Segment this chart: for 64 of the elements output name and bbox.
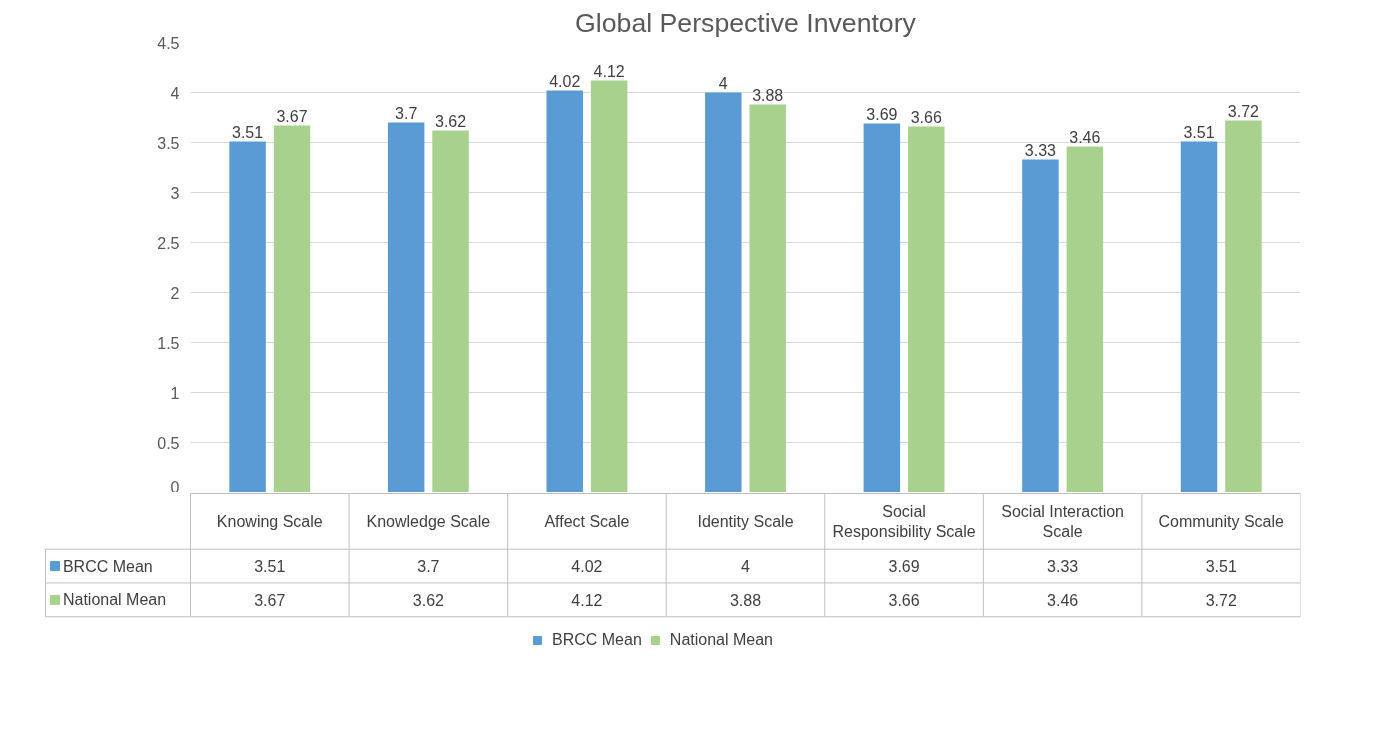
text: BRCC Mean	[552, 631, 642, 648]
chart-title: Global Perspective Inventory	[575, 7, 917, 38]
bar	[273, 125, 311, 492]
text: 3.46	[1069, 128, 1101, 146]
y-tick-label: 0	[170, 478, 180, 496]
y-tick-label: 3	[170, 184, 180, 202]
x-tick-label: Affect Scale	[544, 512, 630, 530]
x-tick-label: Community Scale	[1158, 512, 1284, 530]
text: 3.51	[1183, 123, 1215, 141]
bar	[1225, 120, 1262, 492]
bar	[387, 122, 425, 492]
y-tick-label: 1.5	[157, 334, 180, 352]
bar	[1066, 146, 1104, 492]
data-label: 4.02	[571, 558, 603, 576]
bar	[546, 90, 583, 492]
data-label: 3.33	[1047, 558, 1079, 576]
y-tick-label: 4.5	[157, 34, 180, 52]
y-tick-label: 4	[170, 84, 180, 102]
data-label: 3.51	[254, 558, 286, 576]
data-label: 3.69	[888, 558, 920, 576]
text: 3.72	[1227, 102, 1259, 120]
bar	[1180, 141, 1218, 492]
text: 4	[718, 74, 728, 92]
y-tick-label: 2.5	[157, 234, 180, 252]
text: 3.69	[866, 105, 898, 123]
text: 3.33	[1024, 141, 1057, 159]
data-label: 3.72	[1205, 591, 1237, 609]
y-tick-label: 1	[170, 384, 180, 402]
data-label: 3.51	[1205, 558, 1237, 576]
text: 4.12	[593, 62, 625, 80]
data-label: 3.88	[729, 591, 762, 609]
bar	[590, 80, 628, 492]
data-label: 3.66	[888, 591, 920, 609]
text: 4.02	[549, 72, 581, 90]
text: National Mean	[62, 591, 167, 609]
data-label: 3.67	[254, 591, 286, 609]
data-label: 4.12	[571, 591, 603, 609]
text: 3.7	[395, 104, 418, 122]
text: 3.66	[910, 108, 942, 126]
y-tick-label: 3.5	[157, 134, 180, 152]
text: 3.67	[276, 107, 308, 125]
y-tick-label: 2	[170, 284, 180, 302]
data-label: 3.46	[1047, 591, 1079, 609]
bar	[705, 92, 742, 492]
legend-label: BRCC Mean	[62, 557, 153, 575]
x-tick-label: Knowledge Scale	[366, 512, 491, 530]
text: 3.88	[752, 86, 784, 104]
data-label: 3.62	[412, 591, 445, 609]
bar	[1022, 159, 1059, 492]
x-tick-label: Social Interaction Scale	[1001, 502, 1125, 541]
y-tick-label: 0.5	[157, 434, 180, 452]
data-label: 4	[741, 558, 751, 576]
bar	[749, 104, 786, 492]
bar	[863, 123, 901, 492]
x-tick-label: Social Responsibility Scale	[832, 502, 976, 541]
text: 3.51	[232, 123, 264, 141]
bar	[432, 130, 469, 492]
legend-label: National Mean	[669, 631, 773, 649]
bar	[229, 141, 266, 492]
bar	[908, 126, 945, 492]
x-tick-label: Identity Scale	[697, 512, 794, 530]
data-label: 3.7	[417, 558, 440, 576]
text: 3.62	[434, 112, 467, 130]
x-tick-label: Knowing Scale	[216, 512, 323, 530]
